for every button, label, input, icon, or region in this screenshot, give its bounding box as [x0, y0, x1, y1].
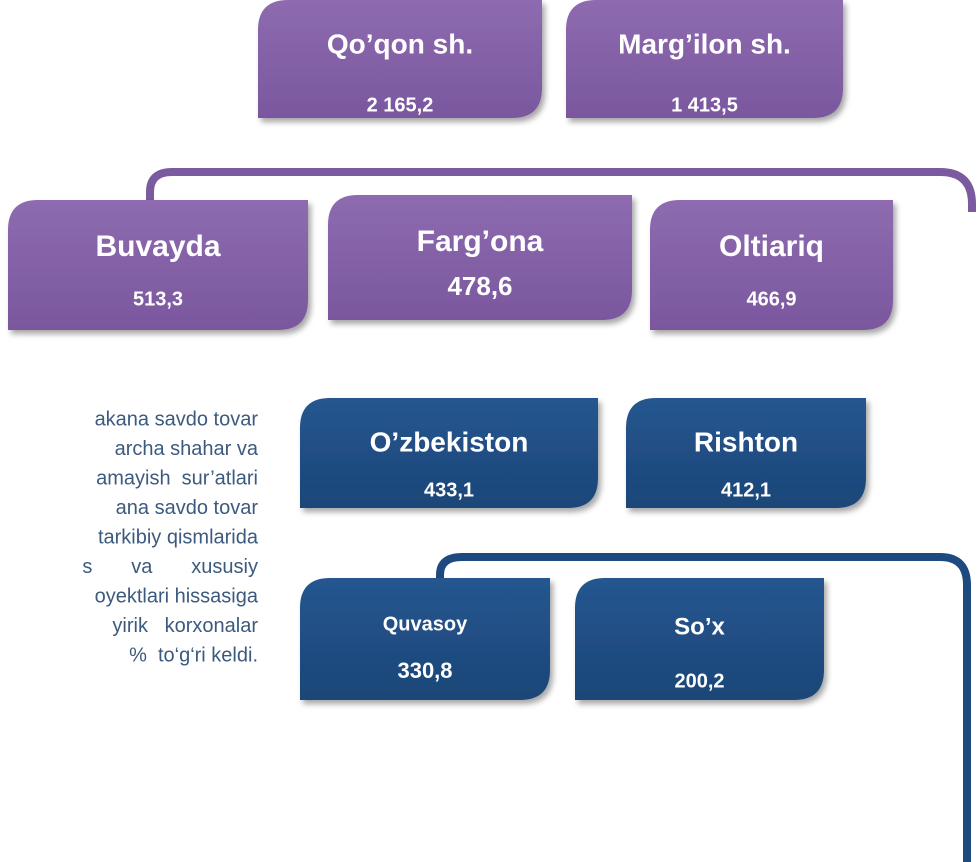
node-box	[626, 398, 866, 508]
node-label: Quvasoy	[383, 613, 468, 635]
paragraph-line: akana savdo tovar	[95, 408, 259, 430]
node-label: Rishton	[694, 426, 798, 457]
blue-connector	[436, 553, 971, 862]
node-label: Oltiariq	[719, 230, 824, 263]
node-box	[575, 578, 824, 700]
node-label: Buvayda	[95, 230, 220, 263]
paragraph-line: amayish sur’atlari	[96, 467, 258, 489]
node-label: So’x	[674, 613, 725, 640]
node-box	[300, 578, 550, 700]
node-label: Farg’ona	[417, 225, 544, 258]
node-box	[566, 0, 843, 118]
node-value: 466,9	[746, 288, 796, 310]
node-label: O’zbekiston	[370, 426, 529, 457]
node-value: 513,3	[133, 288, 183, 310]
node-box	[328, 195, 632, 320]
paragraph-line: archa shahar va	[115, 438, 259, 460]
node-box	[650, 200, 893, 330]
paragraph-line: % to‘g‘ri keldi.	[129, 644, 258, 666]
node-label: Qo’qon sh.	[327, 28, 473, 59]
paragraph-line: yirik korxonalar	[112, 615, 258, 637]
node-label: Marg’ilon sh.	[618, 28, 791, 59]
paragraph-line: oyektlari hissasiga	[95, 585, 259, 607]
node-box	[258, 0, 542, 118]
node-value: 1 413,5	[671, 94, 738, 116]
node-value: 412,1	[721, 479, 771, 501]
paragraph-line: s va xususiy	[82, 556, 258, 578]
node-value: 330,8	[397, 658, 452, 683]
node-box	[8, 200, 308, 330]
node-value: 478,6	[447, 271, 512, 301]
paragraph-line: tarkibiy qismlarida	[98, 526, 259, 548]
node-value: 433,1	[424, 479, 474, 501]
node-value: 200,2	[674, 670, 724, 692]
paragraph-line: ana savdo tovar	[116, 497, 259, 519]
node-box	[300, 398, 598, 508]
purple-connector	[146, 168, 976, 212]
node-value: 2 165,2	[367, 94, 434, 116]
